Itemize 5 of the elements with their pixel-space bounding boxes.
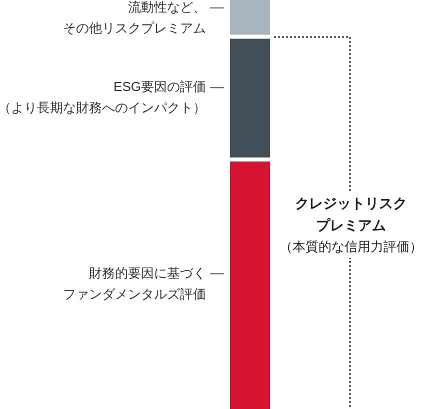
series-label: 流動性など、その他リスクプレミアム [63,0,206,36]
series-label: ESG要因の評価（より長期な財務へのインパクト） [0,79,206,116]
series-label: 財務的要因に基づくファンダメンタルズ評価 [63,265,206,302]
text: （本質的な信用力評価） [278,238,424,256]
text: クレジットリスクプレミアム [294,194,408,235]
